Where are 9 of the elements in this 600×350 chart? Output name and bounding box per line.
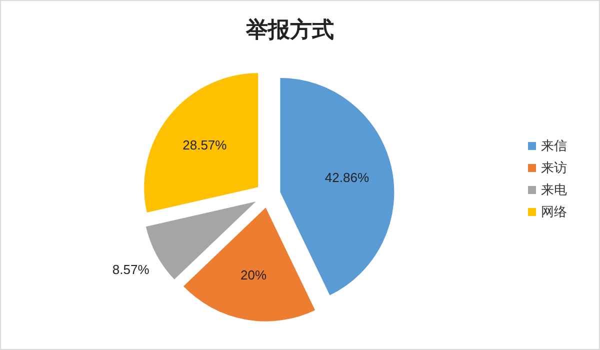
legend-label: 网络 — [541, 204, 567, 219]
data-label: 28.57% — [182, 138, 228, 152]
chart-title: 举报方式 — [245, 17, 334, 42]
data-label: 8.57% — [112, 262, 150, 277]
data-label: 20% — [240, 268, 267, 283]
legend-label: 来电 — [541, 182, 567, 197]
legend-label: 来信 — [541, 138, 567, 153]
legend-label: 来访 — [541, 160, 567, 175]
data-label: 42.86% — [324, 170, 370, 185]
